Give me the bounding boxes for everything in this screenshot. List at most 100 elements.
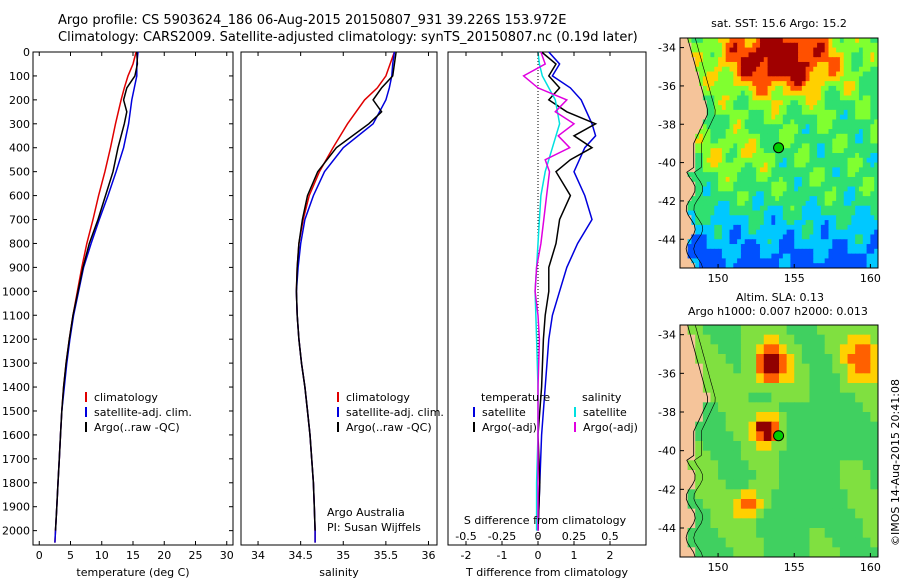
ocean-cell	[858, 186, 864, 192]
ocean-cell	[847, 537, 856, 548]
ocean-cell	[748, 450, 757, 461]
ocean-cell	[767, 143, 772, 149]
ocean-cell	[702, 181, 708, 188]
ocean-cell	[721, 119, 727, 125]
ocean-cell	[851, 52, 856, 58]
ocean-cell	[752, 162, 757, 168]
ocean-cell	[874, 239, 878, 245]
land-cell	[691, 100, 696, 106]
ocean-cell	[851, 119, 856, 125]
ocean-cell	[843, 153, 849, 159]
ocean-cell	[817, 57, 822, 63]
land-cell	[695, 119, 700, 125]
map-y-tick-label: -40	[658, 157, 676, 170]
ocean-cell	[836, 114, 841, 121]
ocean-cell	[771, 114, 776, 121]
ocean-cell	[779, 244, 784, 250]
ocean-cell	[706, 148, 712, 154]
ocean-cell	[798, 196, 803, 202]
ocean-cell	[786, 224, 792, 231]
ocean-cell	[855, 263, 860, 268]
ocean-cell	[748, 191, 753, 197]
ocean-cell	[718, 129, 723, 135]
ocean-cell	[759, 153, 765, 159]
ocean-cell	[714, 234, 719, 240]
ocean-cell	[771, 52, 776, 58]
ocean-cell	[866, 248, 871, 255]
ocean-cell	[775, 119, 780, 125]
ocean-cell	[870, 138, 875, 145]
ocean-cell	[756, 105, 761, 111]
ocean-cell	[866, 244, 871, 250]
ocean-cell	[809, 431, 818, 442]
ocean-cell	[782, 200, 788, 207]
ocean-cell	[706, 38, 712, 44]
land-cell	[680, 124, 685, 130]
ocean-cell	[817, 239, 822, 245]
ocean-cell	[809, 210, 814, 216]
ocean-cell	[870, 508, 878, 519]
ocean-cell	[809, 181, 814, 188]
ocean-cell	[824, 153, 830, 159]
ocean-cell	[801, 172, 807, 178]
ocean-cell	[790, 81, 795, 87]
ocean-cell	[832, 61, 837, 68]
ocean-cell	[718, 229, 723, 236]
ocean-cell	[714, 258, 719, 264]
ocean-cell	[695, 143, 700, 149]
ocean-cell	[740, 100, 746, 106]
ocean-cell	[843, 205, 849, 212]
land-cell	[687, 105, 693, 111]
ocean-cell	[847, 181, 852, 188]
ocean-cell	[824, 537, 833, 548]
ocean-cell	[790, 176, 795, 183]
ocean-cell	[786, 537, 795, 548]
ocean-cell	[843, 66, 849, 73]
ocean-cell	[740, 234, 746, 240]
land-cell	[680, 95, 685, 101]
ocean-cell	[714, 81, 719, 87]
ocean-cell	[729, 42, 734, 49]
ocean-cell	[775, 167, 780, 173]
ocean-cell	[794, 537, 803, 548]
map-y-tick-label: -40	[658, 445, 676, 458]
ocean-cell	[782, 109, 788, 116]
ocean-cell	[744, 85, 750, 92]
ocean-cell	[801, 109, 807, 116]
ocean-cell	[695, 344, 704, 355]
ocean-cell	[763, 200, 769, 207]
ocean-cell	[870, 518, 878, 529]
ocean-cell	[740, 392, 750, 403]
ocean-cell	[805, 215, 811, 221]
ocean-cell	[832, 325, 841, 336]
ocean-cell	[839, 499, 849, 510]
ocean-cell	[794, 176, 799, 183]
ocean-cell	[839, 157, 845, 164]
ocean-cell	[843, 105, 849, 111]
y-tick-label: 800	[9, 237, 30, 250]
ocean-cell	[809, 248, 814, 255]
ocean-cell	[714, 191, 719, 197]
ocean-cell	[790, 52, 795, 58]
ocean-cell	[847, 220, 852, 226]
ocean-cell	[824, 114, 830, 121]
ocean-cell	[710, 148, 715, 154]
ocean-cell	[710, 81, 715, 87]
ocean-cell	[733, 248, 738, 255]
ocean-cell	[790, 153, 795, 159]
land-cell	[687, 114, 693, 121]
ocean-cell	[794, 253, 799, 260]
ocean-cell	[733, 47, 738, 53]
ocean-cell	[721, 105, 727, 111]
ocean-cell	[710, 210, 715, 216]
ocean-cell	[733, 167, 738, 173]
ocean-cell	[786, 392, 795, 403]
ocean-cell	[851, 157, 856, 164]
ocean-cell	[695, 148, 700, 154]
ocean-cell	[729, 162, 734, 168]
land-cell	[702, 100, 708, 106]
ocean-cell	[748, 95, 753, 101]
ocean-cell	[763, 90, 769, 97]
ocean-cell	[870, 205, 875, 212]
ocean-cell	[851, 229, 856, 236]
